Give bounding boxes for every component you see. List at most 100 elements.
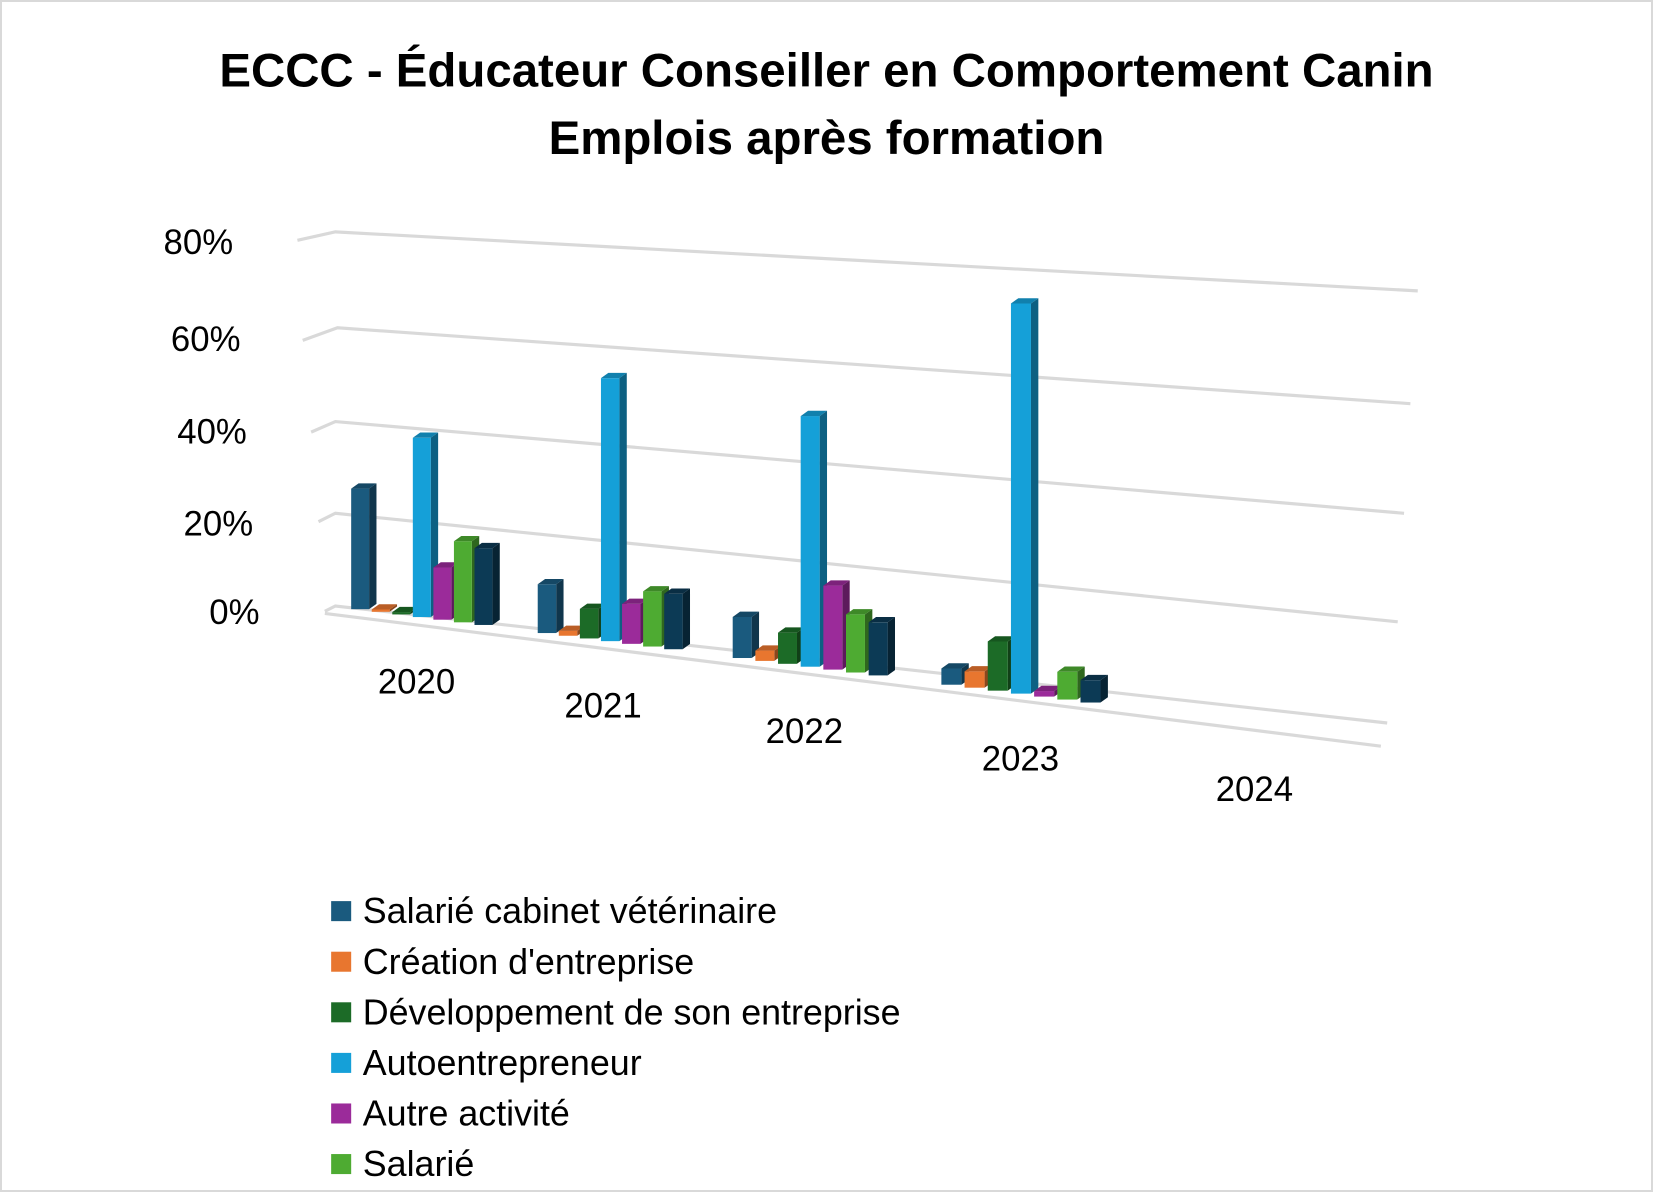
bar-front [1034,691,1055,697]
bar-side [619,372,627,642]
bar-top [1080,674,1108,681]
bar-front [622,603,641,644]
bar-front [412,437,431,618]
bar-top [823,580,850,586]
x-axis-categories: 2020 2021 2022 2023 2024 [378,663,1293,809]
bar-side [369,483,377,610]
gridline-80 [297,230,1418,293]
bar-front [868,622,888,676]
y-tick-label: 80% [164,224,234,262]
bar-2022-series-0 [732,611,760,659]
bar-top [351,483,377,489]
y-tick-label: 40% [177,414,247,452]
legend-label: Salarié cabinet vétérinaire [363,891,777,931]
legend-swatch [331,1154,352,1175]
bar-front [453,541,472,623]
y-tick-label: 0% [209,594,259,632]
legend: Salarié cabinet vétérinaire Création d'e… [331,891,901,1184]
bar-front [755,650,775,661]
bar-front [433,567,452,620]
bar-front [664,593,683,650]
bar-front [987,641,1008,691]
bar-2021-series-6 [664,588,691,650]
bar-2023-series-6 [1080,674,1108,703]
bar-top [453,535,480,542]
y-axis-ticks: 0% 20% 40% 60% 80% [164,224,260,632]
legend-swatch [331,1052,352,1073]
x-category-label: 2022 [766,713,843,751]
bar-front [778,632,797,664]
bar-2022-series-3 [800,410,828,667]
legend-swatch [331,1103,352,1124]
bar-side [751,611,760,659]
gridline-20 [317,511,1398,624]
bar-side [1030,298,1039,694]
bar-top [474,542,500,549]
gridline-40 [310,419,1405,515]
bar-front [964,671,985,688]
chart-title-line-2: Emplois après formation [549,112,1105,165]
bar-2022-series-2 [778,627,805,664]
bar-front [1080,680,1101,703]
legend-swatch [331,951,352,972]
bar-front [537,584,557,634]
bar-side [556,578,564,634]
bar-front [643,591,662,647]
bar-top [558,625,585,631]
y-tick-label: 20% [184,505,254,543]
bar-top [1057,666,1085,672]
bar-front [392,612,411,615]
bar-top [537,578,564,585]
bar-2020-series-6 [474,542,500,625]
y-tick-label: 60% [171,321,241,359]
bar-top [778,627,805,633]
bar-top [1010,298,1039,304]
legend-label: Autre activité [363,1094,570,1134]
x-category-label: 2023 [982,740,1059,778]
bar-2020-series-1 [371,604,398,612]
bar-top [732,611,760,617]
bar-front [800,416,820,667]
bar-2020-series-0 [351,483,377,610]
gridlines [297,230,1418,748]
bar-side [682,588,691,650]
bar-2022-series-5 [845,609,873,673]
bar-top [987,636,1016,642]
bar-top [964,666,992,672]
legend-label: Développement de son entreprise [363,992,901,1032]
bar-top [800,410,828,417]
bar-front [1057,671,1078,700]
floor-front-edge [324,611,1382,748]
bar-2021-series-0 [537,578,564,634]
bar-front [941,668,962,685]
bar-top [433,562,459,568]
bars [351,298,1108,703]
bar-top [622,598,648,604]
bar-front [732,616,752,659]
bar-2022-series-4 [823,580,850,670]
legend-label: Création d'entreprise [363,942,694,982]
chart-title: ECCC - Éducateur Conseiller en Comportem… [219,43,1433,164]
bar-side [492,542,500,625]
bar-2020-series-3 [412,432,439,618]
legend-swatch [331,1002,352,1023]
bar-top [600,372,627,379]
legend-label: Autoentrepreneur [363,1043,642,1083]
bar-side [389,604,398,612]
x-category-label: 2021 [564,688,641,726]
bar-front [351,488,370,610]
bar-2022-series-1 [755,645,782,661]
bar-top [579,603,606,609]
bar-side [1100,674,1108,703]
bar-top [371,604,398,610]
bar-front [371,609,390,612]
x-category-label: 2024 [1216,771,1293,809]
bar-top [845,609,873,615]
bar-front [1010,303,1031,694]
bar-front [600,378,620,642]
bar-top [664,588,691,594]
bar-front [558,630,578,636]
bar-2023-series-0 [941,663,969,685]
legend-swatch [331,901,352,922]
